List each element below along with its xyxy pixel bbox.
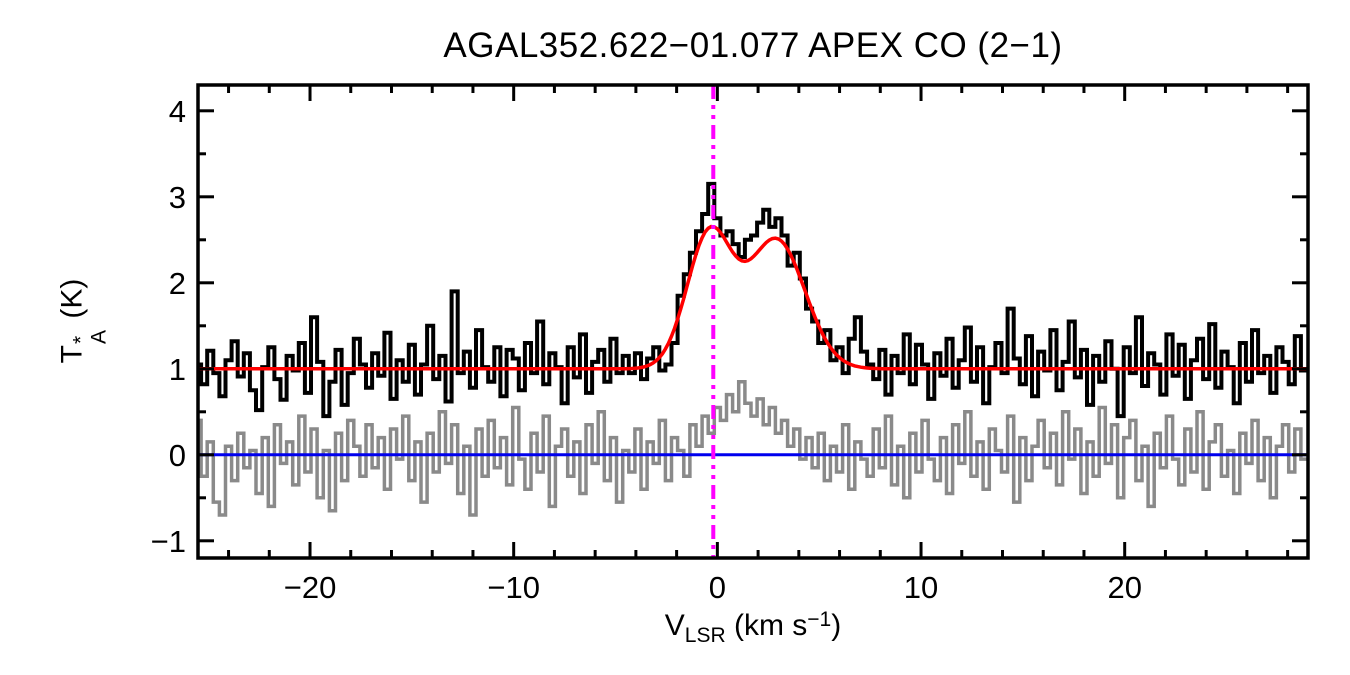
x-label-close: ): [831, 609, 842, 642]
x-label-superscript: −1: [807, 608, 832, 631]
observed-spectrum-histogram: [198, 181, 1307, 419]
x-axis-label: VLSR (km s−1): [665, 608, 841, 648]
x-label-symbol: V: [664, 609, 685, 642]
y-tick-label: −1: [151, 524, 186, 559]
gaussian-fit-curve: [198, 224, 1307, 371]
y-tick-label: 2: [169, 266, 186, 301]
x-label-subscript: LSR: [684, 624, 726, 647]
x-tick-label: 10: [904, 570, 938, 605]
y-tick-label: 4: [169, 94, 186, 129]
plot-frame: [196, 83, 1310, 560]
plot-title: AGAL352.622−01.077 APEX CO (2−1): [443, 26, 1063, 65]
y-tick-label: 0: [169, 438, 186, 473]
x-tick-label: −20: [284, 570, 337, 605]
x-tick-label: −10: [487, 570, 540, 605]
x-tick-label: 20: [1107, 570, 1141, 605]
second-spectrum-histogram: [198, 379, 1307, 517]
x-label-unit: (km s: [725, 609, 808, 642]
y-tick-label: 3: [169, 180, 186, 215]
y-tick-label: 1: [169, 352, 186, 387]
x-tick-label: 0: [709, 570, 726, 605]
